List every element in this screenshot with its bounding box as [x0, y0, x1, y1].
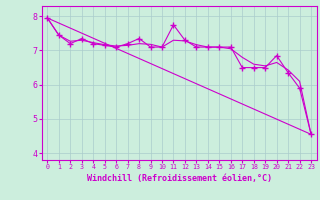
X-axis label: Windchill (Refroidissement éolien,°C): Windchill (Refroidissement éolien,°C) [87, 174, 272, 183]
